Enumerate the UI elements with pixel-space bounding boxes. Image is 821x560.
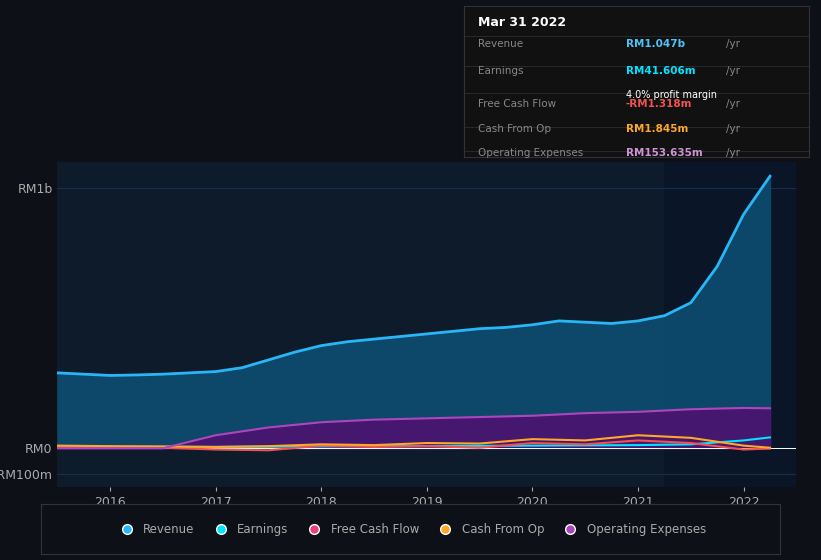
Text: Revenue: Revenue xyxy=(478,39,523,49)
Text: Operating Expenses: Operating Expenses xyxy=(478,148,583,158)
Text: RM1.047b: RM1.047b xyxy=(626,39,685,49)
Legend: Revenue, Earnings, Free Cash Flow, Cash From Op, Operating Expenses: Revenue, Earnings, Free Cash Flow, Cash … xyxy=(110,518,711,540)
Text: RM41.606m: RM41.606m xyxy=(626,66,695,76)
Text: Earnings: Earnings xyxy=(478,66,523,76)
Text: -RM1.318m: -RM1.318m xyxy=(626,99,692,109)
Text: /yr: /yr xyxy=(726,99,740,109)
Text: RM1.845m: RM1.845m xyxy=(626,124,688,133)
Text: /yr: /yr xyxy=(726,124,740,133)
Text: Free Cash Flow: Free Cash Flow xyxy=(478,99,556,109)
Text: /yr: /yr xyxy=(726,148,740,158)
Bar xyxy=(664,162,796,487)
Text: RM153.635m: RM153.635m xyxy=(626,148,703,158)
Text: Cash From Op: Cash From Op xyxy=(478,124,551,133)
Text: /yr: /yr xyxy=(726,66,740,76)
Text: Mar 31 2022: Mar 31 2022 xyxy=(478,16,566,29)
Text: 4.0% profit margin: 4.0% profit margin xyxy=(626,90,717,100)
Text: /yr: /yr xyxy=(726,39,740,49)
